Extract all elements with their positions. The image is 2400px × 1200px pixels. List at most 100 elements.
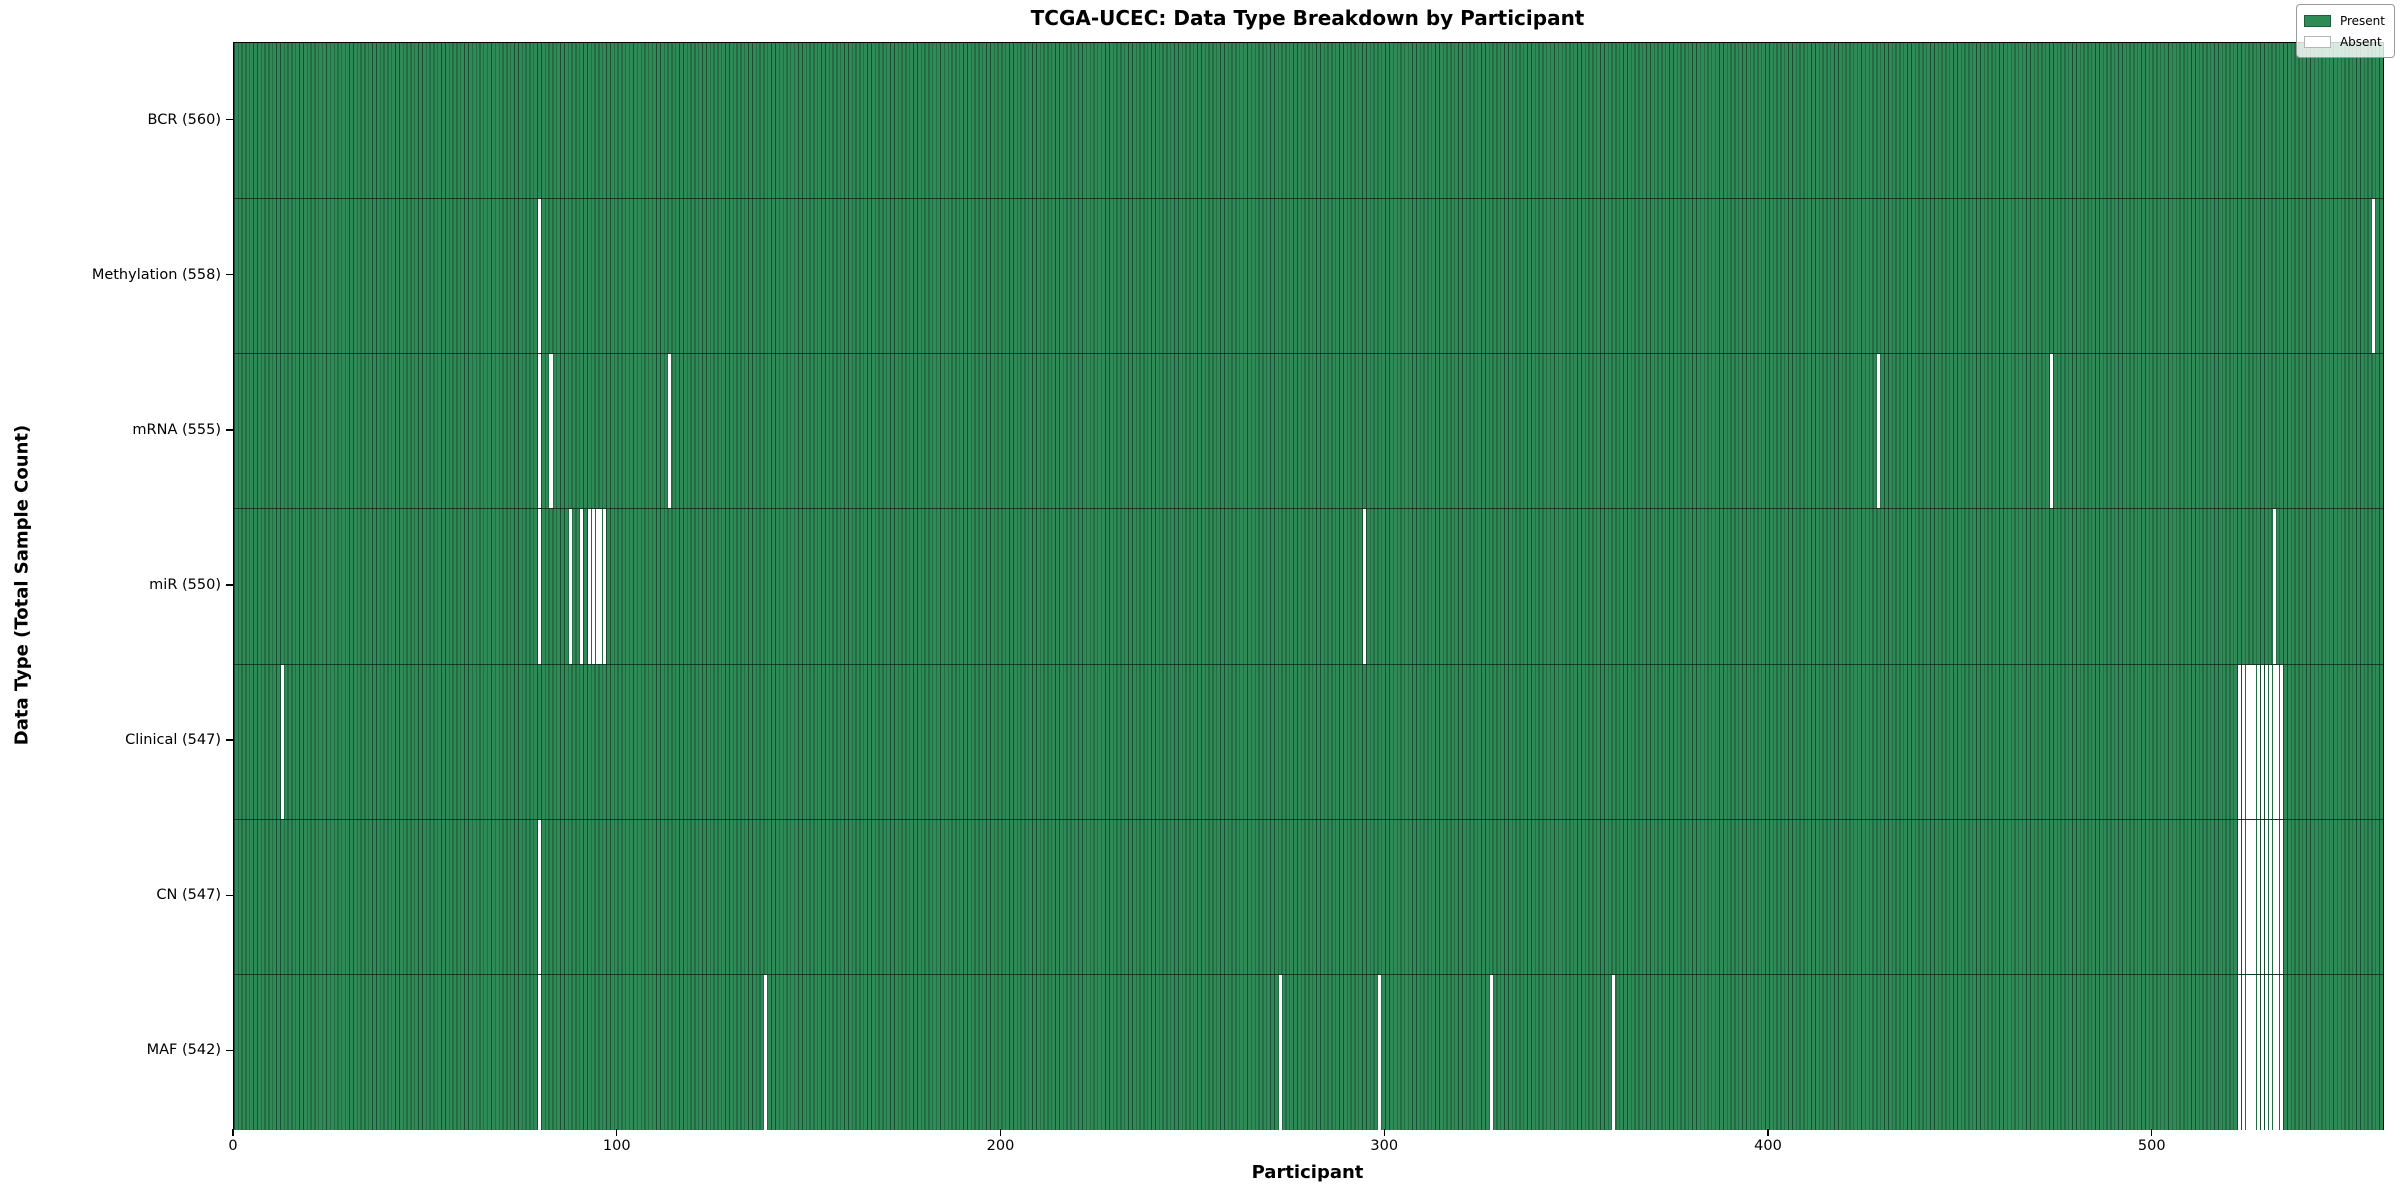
chart-title: TCGA-UCEC: Data Type Breakdown by Partic…	[1030, 6, 1585, 30]
absent-stripe	[537, 509, 541, 665]
absent-stripe	[2253, 664, 2257, 820]
plot-area	[233, 42, 2384, 1130]
absent-stripe	[668, 354, 672, 510]
absent-stripe	[2276, 664, 2280, 820]
legend: Present Absent	[2295, 4, 2395, 58]
absent-stripe	[2241, 664, 2245, 820]
absent-stripe	[2249, 974, 2253, 1130]
row-methylation	[234, 198, 2383, 355]
absent-stripe	[2268, 974, 2272, 1130]
y-tick-mark	[226, 429, 233, 431]
y-tick-mark	[226, 1049, 233, 1052]
absent-stripe	[1363, 509, 1367, 665]
absent-stripe	[2257, 974, 2261, 1130]
present-swatch-icon	[2303, 14, 2331, 27]
absent-stripe	[537, 819, 541, 975]
x-tick-label-400: 400	[1754, 1138, 1782, 1154]
absent-stripe	[1278, 974, 1282, 1130]
absent-stripe	[2280, 664, 2284, 820]
absent-stripe	[2280, 974, 2284, 1130]
y-tick-label-mir: miR (550)	[149, 577, 221, 593]
x-tick-label-200: 200	[986, 1138, 1015, 1154]
absent-stripe	[2261, 664, 2265, 820]
row-maf	[234, 973, 2383, 1130]
absent-stripe	[2257, 819, 2261, 975]
absent-stripe	[2049, 354, 2053, 510]
legend-label-absent: Absent	[2339, 34, 2382, 49]
absent-stripe	[587, 509, 591, 665]
absent-stripe	[2241, 974, 2245, 1130]
absent-stripe	[764, 974, 768, 1130]
y-tick-label-cn: CN (547)	[156, 887, 221, 904]
y-tick-label-mrna: mRNA (555)	[132, 421, 221, 438]
row-clinical	[234, 663, 2383, 820]
absent-stripe	[2245, 819, 2249, 975]
absent-stripe	[537, 354, 541, 510]
y-tick-mark	[226, 118, 233, 121]
absent-stripe	[2253, 819, 2257, 975]
absent-stripe	[2268, 819, 2272, 975]
x-axis-label: Participant	[1251, 1162, 1364, 1183]
absent-swatch-icon	[2303, 35, 2331, 48]
absent-stripe	[2372, 199, 2376, 355]
absent-stripe	[2276, 974, 2280, 1130]
x-tick-mark	[2151, 1129, 2153, 1136]
absent-stripe	[2261, 974, 2265, 1130]
x-tick-mark	[616, 1129, 618, 1136]
absent-stripe	[2237, 819, 2241, 975]
y-tick-label-bcr: BCR (560)	[147, 111, 222, 128]
absent-stripe	[2272, 664, 2276, 820]
y-tick-label-clinical: Clinical (547)	[125, 732, 221, 749]
absent-stripe	[2276, 819, 2280, 975]
absent-stripe	[2264, 819, 2268, 975]
absent-stripe	[2272, 509, 2276, 665]
x-tick-mark	[1383, 1129, 1385, 1136]
absent-stripe	[537, 974, 541, 1130]
absent-stripe	[2249, 819, 2253, 975]
absent-stripe	[2272, 819, 2276, 975]
row-bcr	[234, 43, 2383, 199]
x-tick-mark	[1767, 1129, 1769, 1136]
absent-stripe	[599, 509, 603, 665]
y-tick-mark	[226, 274, 233, 276]
row-cn	[234, 818, 2383, 975]
absent-stripe	[1877, 354, 1881, 510]
absent-stripe	[2257, 664, 2261, 820]
absent-stripe	[1378, 974, 1382, 1130]
absent-stripe	[2253, 974, 2257, 1130]
absent-stripe	[2264, 664, 2268, 820]
legend-label-present: Present	[2339, 13, 2385, 28]
absent-stripe	[591, 509, 595, 665]
absent-stripe	[2249, 664, 2253, 820]
absent-stripe	[1612, 974, 1616, 1130]
absent-stripe	[1489, 974, 1493, 1130]
x-tick-label-300: 300	[1370, 1138, 1399, 1154]
absent-stripe	[549, 354, 553, 510]
absent-stripe	[2268, 664, 2272, 820]
absent-stripe	[2237, 974, 2241, 1130]
x-tick-label-100: 100	[602, 1138, 631, 1154]
row-mrna	[234, 353, 2383, 510]
y-tick-mark	[226, 894, 233, 896]
absent-stripe	[2280, 819, 2284, 975]
y-tick-mark	[226, 739, 233, 741]
x-tick-label-500: 500	[2137, 1138, 2166, 1154]
row-mir	[234, 508, 2383, 665]
absent-stripe	[2245, 664, 2249, 820]
y-tick-label-methylation: Methylation (558)	[91, 266, 221, 283]
y-tick-label-maf: MAF (542)	[146, 1042, 221, 1059]
absent-stripe	[2261, 819, 2265, 975]
absent-stripe	[2264, 974, 2268, 1130]
x-tick-label-0: 0	[228, 1138, 238, 1154]
absent-stripe	[580, 509, 584, 665]
absent-stripe	[2237, 664, 2241, 820]
absent-stripe	[595, 509, 599, 665]
legend-entry-present: Present	[2303, 10, 2385, 31]
absent-stripe	[537, 199, 541, 355]
absent-stripe	[2241, 819, 2245, 975]
absent-stripe	[568, 509, 572, 665]
absent-stripe	[2245, 974, 2249, 1130]
y-tick-mark	[226, 584, 233, 586]
x-tick-mark	[232, 1129, 234, 1136]
